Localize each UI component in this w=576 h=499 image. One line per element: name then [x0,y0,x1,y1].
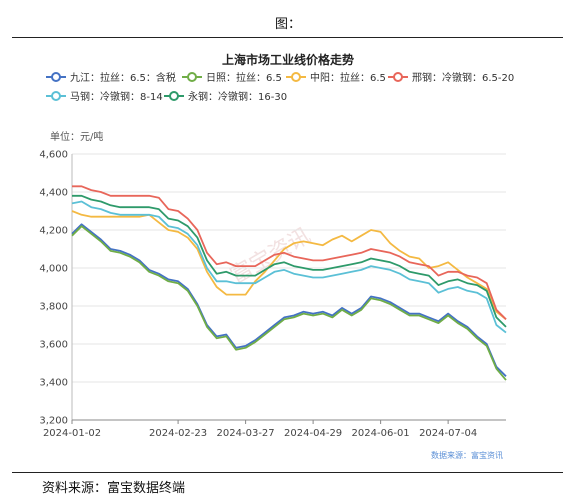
y-tick-label: 3,200 [39,416,68,427]
y-tick-label: 4,600 [39,150,68,161]
legend-label: 中阳：拉丝：6.5 [310,71,386,84]
legend-item[interactable]: 中阳：拉丝：6.5 [286,71,386,84]
legend-item[interactable]: 永钢：冷镦钢：16-30 [164,90,287,103]
top-rule [12,37,563,38]
x-axis: 2024-01-02 2024-02-23 2024-03-27 2024-04-29… [43,419,506,439]
line-chart: 上海市场工业线价格走势 九江：拉丝：6.5：含税 日照：拉丝：6.5 中阳：拉丝：6… [39,52,514,460]
legend-marker [169,91,179,101]
legend-marker [51,91,61,101]
legend-label: 九江：拉丝：6.5：含税 [70,71,176,84]
y-tick-label: 4,400 [39,188,68,199]
legend-marker [291,72,301,82]
y-tick-label: 4,200 [39,226,68,237]
y-tick-label: 3,600 [39,340,68,351]
series-line [72,185,507,320]
legend-item[interactable]: 九江：拉丝：6.5：含税 [46,71,176,84]
legend-item[interactable]: 马钢：冷镦钢：8-14 [46,90,163,103]
x-tick-label: 2024-02-23 [149,428,207,439]
grid-lines [72,153,506,421]
figure-label: 图： [274,17,301,32]
y-axis: 3,200 3,400 3,600 3,800 4,000 4,200 4,400 4,600 [39,150,73,427]
legend-label: 永钢：冷镦钢：16-30 [188,90,287,103]
legend-item[interactable]: 日照：拉丝：6.5 [182,71,282,84]
legend-marker [393,72,403,82]
chart-legend: 九江：拉丝：6.5：含税 日照：拉丝：6.5 中阳：拉丝：6.5 邢钢：冷镦钢：6.5… [46,71,514,103]
bottom-rule [12,472,563,473]
chart-title: 上海市场工业线价格走势 [222,52,354,67]
series-line [71,200,507,334]
legend-item[interactable]: 邢钢：冷镦钢：6.5-20 [388,71,514,84]
y-tick-label: 4,000 [39,264,68,275]
x-tick-label: 2024-06-01 [352,428,410,439]
series-line [71,223,507,377]
series-line [71,210,507,321]
data-source-note: 数据来源：富宝资讯 [431,450,503,460]
legend-label: 马钢：冷镦钢：8-14 [70,90,163,103]
x-tick-label: 2024-04-29 [284,428,342,439]
legend-marker [51,72,61,82]
series-line [71,225,507,381]
unit-label: 单位：元/吨 [50,130,103,143]
x-tick-label: 2024-03-27 [217,428,275,439]
x-tick-label: 2024-01-02 [43,428,101,439]
source-note: 资料来源：富宝数据终端 [42,481,186,496]
legend-marker [187,72,197,82]
series-group [71,185,507,381]
y-tick-label: 3,800 [39,302,68,313]
series-line [72,194,507,328]
legend-label: 日照：拉丝：6.5 [206,71,282,84]
y-tick-label: 3,400 [39,378,68,389]
x-tick-label: 2024-07-04 [419,428,477,439]
legend-label: 邢钢：冷镦钢：6.5-20 [412,71,514,84]
